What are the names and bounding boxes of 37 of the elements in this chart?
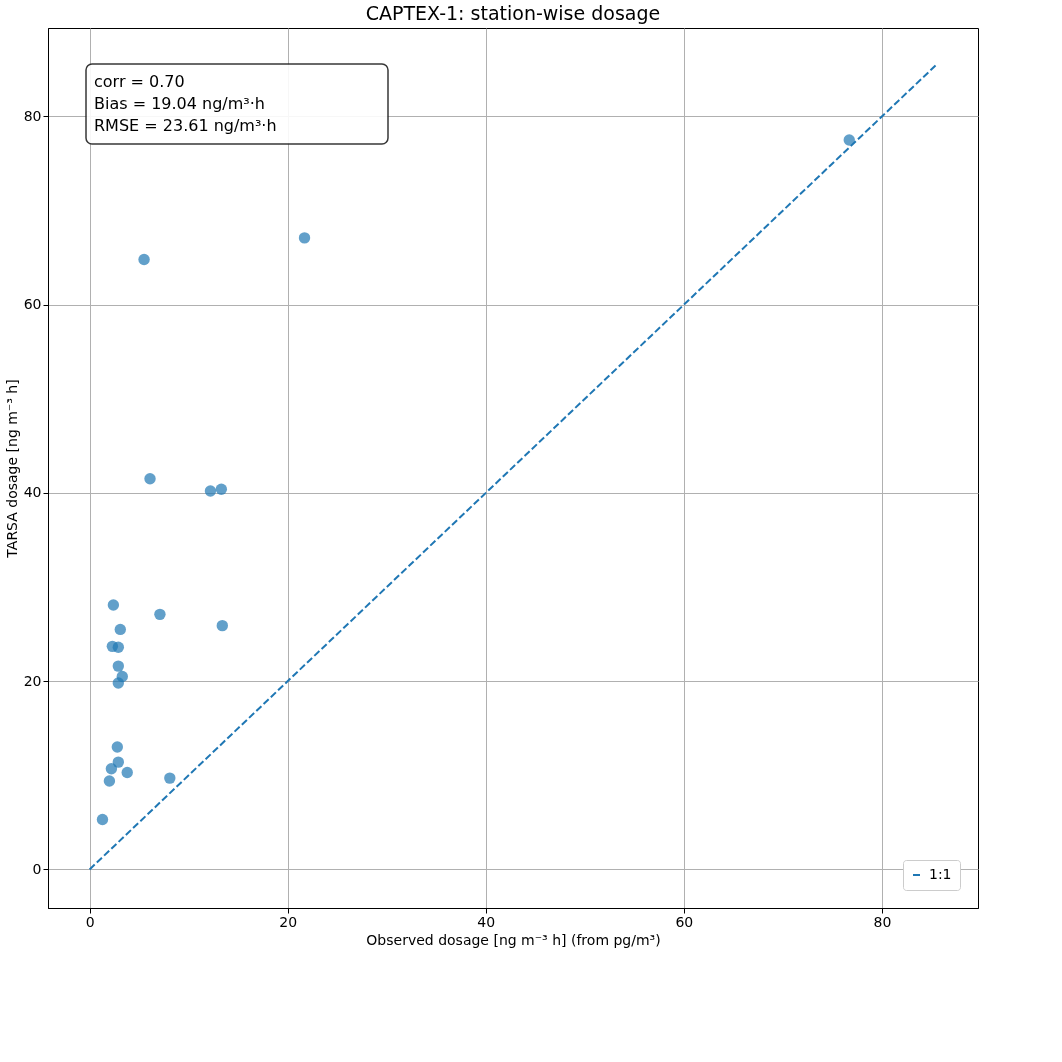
point bbox=[204, 485, 217, 497]
point bbox=[138, 253, 150, 266]
point bbox=[112, 677, 125, 689]
chart-title: CAPTEX-1: station-wise dosage bbox=[365, 2, 661, 24]
point bbox=[103, 775, 116, 787]
x-tick-label: 60 bbox=[675, 913, 694, 930]
point bbox=[114, 623, 126, 636]
point bbox=[112, 641, 125, 653]
point bbox=[215, 483, 228, 495]
point bbox=[154, 608, 166, 621]
x-tick-label: 80 bbox=[873, 913, 892, 930]
x-tick-label: 0 bbox=[85, 913, 95, 930]
point bbox=[121, 766, 133, 779]
x-tick-label: 20 bbox=[279, 913, 298, 930]
point bbox=[107, 599, 120, 611]
point bbox=[298, 232, 311, 244]
y-axis-title: TARSA dosage [ng m⁻³ h] bbox=[3, 379, 20, 559]
x-tick-label: 40 bbox=[477, 913, 496, 930]
x-axis-title: Observed dosage [ng m⁻³ h] (from pg/m³) bbox=[366, 931, 661, 948]
y-tick-label: 60 bbox=[23, 296, 42, 313]
point bbox=[144, 473, 156, 485]
point bbox=[111, 741, 124, 753]
point bbox=[112, 660, 125, 672]
point bbox=[96, 813, 109, 826]
y-tick-label: 80 bbox=[23, 107, 42, 124]
y-tick-label: 40 bbox=[23, 484, 42, 501]
point bbox=[112, 756, 125, 768]
y-tick-label: 0 bbox=[32, 860, 42, 877]
point bbox=[216, 619, 229, 632]
annotation: Bias = 19.04 ng/m³·h bbox=[94, 94, 265, 113]
y-tick-label: 20 bbox=[23, 672, 42, 689]
point bbox=[105, 763, 118, 775]
point bbox=[164, 772, 176, 784]
point bbox=[843, 134, 855, 146]
annotation: RMSE = 23.61 ng/m³·h bbox=[94, 116, 277, 135]
legend-label: 1:1 bbox=[929, 866, 952, 882]
annotation: corr = 0.70 bbox=[94, 72, 185, 91]
